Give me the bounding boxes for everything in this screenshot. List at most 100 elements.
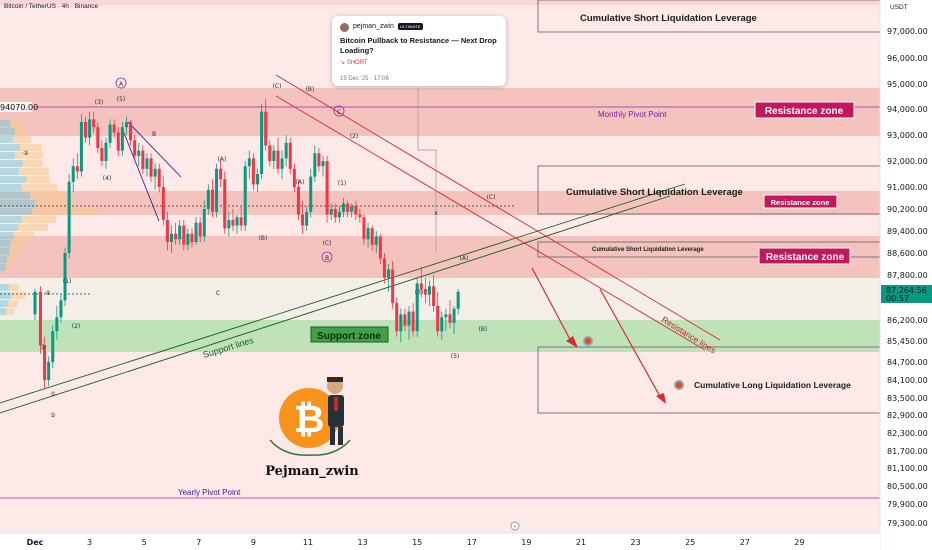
candle[interactable]: [321, 155, 325, 177]
candle[interactable]: [370, 225, 374, 251]
candle[interactable]: [79, 114, 83, 177]
candle[interactable]: [382, 253, 386, 284]
candle[interactable]: [235, 214, 239, 234]
candle[interactable]: [358, 209, 362, 223]
candle[interactable]: [452, 305, 456, 334]
candle[interactable]: [198, 217, 202, 242]
candle[interactable]: [432, 275, 436, 312]
candle[interactable]: [190, 228, 194, 248]
candle[interactable]: [407, 305, 411, 340]
candle[interactable]: [296, 179, 300, 220]
candle[interactable]: [157, 163, 161, 193]
candle[interactable]: [100, 140, 104, 167]
candle[interactable]: [346, 200, 350, 218]
candle[interactable]: [423, 277, 427, 304]
candle[interactable]: [313, 145, 317, 182]
candle[interactable]: [202, 200, 206, 242]
candle[interactable]: [362, 214, 366, 245]
candle[interactable]: [333, 203, 337, 223]
candle[interactable]: [444, 308, 448, 332]
candle[interactable]: [411, 303, 415, 337]
candle[interactable]: [108, 119, 112, 148]
candle[interactable]: [223, 171, 227, 234]
candle[interactable]: [55, 305, 59, 340]
currency-label[interactable]: USDT: [890, 4, 908, 11]
candle[interactable]: [174, 222, 178, 245]
time-axis[interactable]: [0, 533, 880, 550]
candle[interactable]: [231, 209, 235, 231]
current-price-badge[interactable]: [881, 285, 932, 303]
candle[interactable]: [354, 200, 358, 220]
candle[interactable]: [378, 233, 382, 264]
candle[interactable]: [436, 291, 440, 337]
candle[interactable]: [206, 184, 210, 215]
candle[interactable]: [170, 225, 173, 254]
candle[interactable]: [301, 200, 305, 234]
candle[interactable]: [51, 325, 55, 368]
candle[interactable]: [280, 150, 284, 180]
candle[interactable]: [387, 264, 391, 292]
candle[interactable]: [292, 163, 296, 193]
candle[interactable]: [182, 220, 186, 251]
candle[interactable]: [395, 297, 399, 337]
candle[interactable]: [149, 153, 153, 182]
candle[interactable]: [264, 99, 268, 151]
candle[interactable]: [247, 150, 251, 180]
candle[interactable]: [272, 145, 276, 169]
candle[interactable]: [133, 135, 137, 161]
author-name[interactable]: pejman_zwin: [353, 23, 394, 30]
candle[interactable]: [161, 176, 165, 226]
candle[interactable]: [255, 168, 259, 193]
candle[interactable]: [104, 137, 108, 169]
candle[interactable]: [210, 179, 214, 218]
candle[interactable]: [366, 222, 370, 248]
candle[interactable]: [399, 308, 403, 343]
symbol-title[interactable]: Bitcoin / TetherUS · 4h · Binance: [4, 3, 99, 10]
candle[interactable]: [124, 116, 128, 135]
candle[interactable]: [288, 137, 292, 174]
candle[interactable]: [153, 163, 157, 190]
candle[interactable]: [33, 289, 37, 320]
price-axis[interactable]: [880, 0, 932, 550]
candle[interactable]: [67, 174, 71, 259]
candle[interactable]: [165, 211, 169, 251]
candle[interactable]: [448, 300, 452, 329]
candle[interactable]: [329, 203, 333, 221]
candle[interactable]: [227, 211, 231, 237]
candle[interactable]: [137, 142, 141, 167]
candle[interactable]: [47, 356, 51, 386]
candle[interactable]: [112, 119, 116, 138]
replay-icon[interactable]: [510, 521, 520, 531]
candle[interactable]: [325, 155, 329, 223]
candle[interactable]: [120, 122, 124, 156]
candle[interactable]: [305, 206, 309, 231]
candle[interactable]: [337, 206, 341, 223]
candle[interactable]: [317, 148, 321, 172]
post-title[interactable]: Bitcoin Pullback to Resistance — Next Dr…: [340, 36, 497, 55]
candle[interactable]: [71, 158, 75, 193]
candle[interactable]: [276, 137, 280, 174]
candle[interactable]: [96, 122, 100, 154]
candle[interactable]: [243, 161, 247, 231]
candle[interactable]: [419, 266, 423, 298]
candle[interactable]: [219, 158, 223, 187]
candle[interactable]: [84, 116, 88, 143]
candle[interactable]: [427, 280, 431, 306]
candle[interactable]: [88, 111, 92, 146]
candle[interactable]: [268, 140, 272, 167]
candle[interactable]: [92, 111, 96, 133]
candle[interactable]: [309, 168, 313, 218]
candle[interactable]: [186, 228, 190, 251]
candle[interactable]: [116, 127, 120, 156]
candle[interactable]: [350, 203, 354, 218]
candle[interactable]: [194, 217, 198, 245]
candle[interactable]: [440, 311, 444, 340]
candle[interactable]: [75, 153, 79, 180]
candle[interactable]: [251, 153, 255, 190]
candle[interactable]: [43, 336, 47, 389]
candle[interactable]: [141, 145, 145, 174]
candle[interactable]: [145, 153, 149, 177]
candle[interactable]: [374, 231, 378, 253]
candle[interactable]: [260, 104, 264, 180]
candle[interactable]: [456, 289, 460, 315]
